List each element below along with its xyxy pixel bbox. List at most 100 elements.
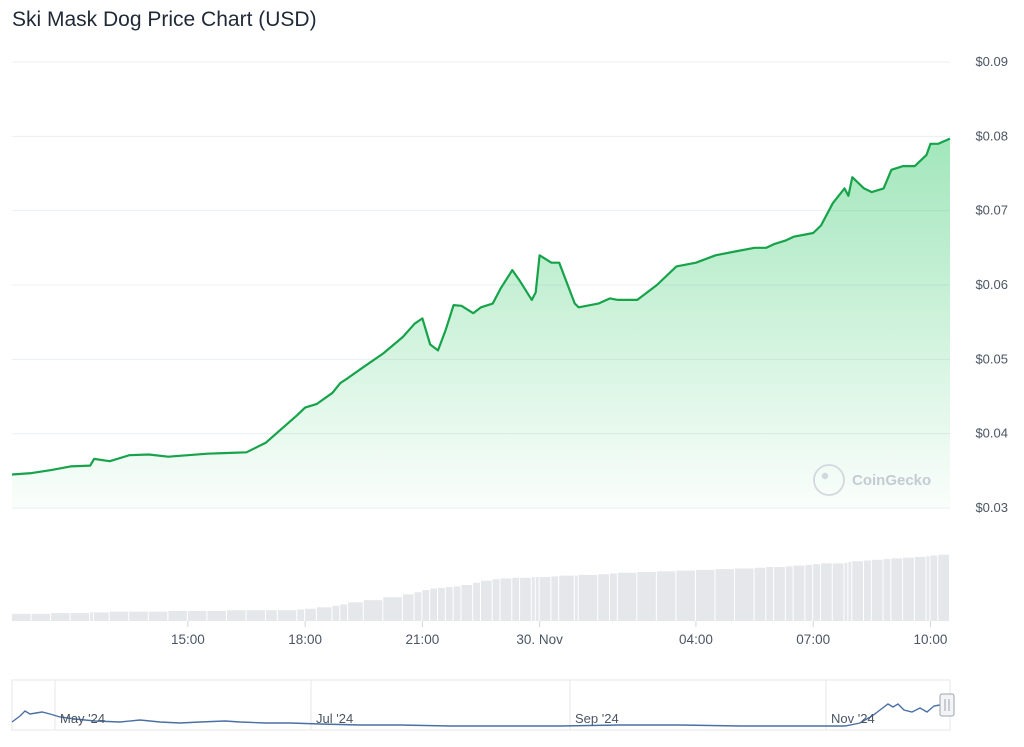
navigator-tick-label: Sep '24 <box>575 711 619 726</box>
volume-bar <box>656 571 676 621</box>
volume-bar <box>914 556 926 621</box>
volume-bar <box>187 610 207 621</box>
volume-bar <box>12 613 31 621</box>
volume-bar <box>383 597 402 621</box>
volume-bar <box>438 587 445 621</box>
volume-bar <box>821 563 832 621</box>
volume-bar <box>348 602 363 621</box>
volume-bar <box>676 570 695 621</box>
x-tick-label: 07:00 <box>796 632 830 647</box>
volume-bar <box>90 612 94 621</box>
navigator-line <box>11 701 949 727</box>
navigator-tick-label: Jul '24 <box>316 711 353 726</box>
y-tick-label: $0.09 <box>975 54 1008 69</box>
volume-bar <box>277 610 297 621</box>
volume-bar <box>871 559 883 621</box>
volume-bar <box>852 561 864 621</box>
volume-bar <box>774 567 785 621</box>
volume-bar <box>848 561 852 621</box>
volume-bar <box>129 611 148 621</box>
navigator-tick-label: May '24 <box>60 711 105 726</box>
x-tick-label: 15:00 <box>171 632 205 647</box>
x-axis: 15:00 18:00 21:00 30. Nov 04:00 07:00 10:00 <box>171 621 947 647</box>
price-area <box>12 138 950 508</box>
price-line <box>11 137 951 476</box>
volume-bar <box>864 560 871 621</box>
y-axis: $0.09 $0.08 $0.07 $0.06 $0.05 $0.04 $0.03 <box>975 54 1008 515</box>
coingecko-watermark: CoinGecko <box>813 464 931 496</box>
volume-bar <box>226 610 246 621</box>
volume-bar <box>531 577 535 621</box>
y-tick-label: $0.08 <box>975 128 1008 143</box>
volume-bar <box>938 554 949 621</box>
volume-bar <box>883 559 891 621</box>
volume-bar <box>168 610 187 621</box>
volume-bar <box>422 590 430 621</box>
volume-bar <box>500 578 512 621</box>
volume-bar <box>461 585 473 621</box>
volume-bar <box>340 604 348 621</box>
navigator-handle[interactable] <box>939 693 955 717</box>
volume-bar <box>926 556 930 621</box>
range-navigator[interactable]: May '24 Jul '24 Sep '24 Nov '24 <box>11 679 955 731</box>
volume-bar <box>51 613 70 621</box>
volume-bar <box>695 569 715 621</box>
volume-bar <box>637 572 656 621</box>
volume-bar <box>70 613 90 621</box>
volume-bar <box>930 555 938 621</box>
volume-bar <box>414 592 422 621</box>
volume-bar <box>715 569 735 621</box>
volume-bar <box>207 610 226 621</box>
volume-bar <box>246 610 266 621</box>
volume-bar <box>617 572 637 621</box>
volume-bar <box>148 611 168 621</box>
volume-bar <box>473 582 480 621</box>
navigator-tick-label: Nov '24 <box>831 711 875 726</box>
y-tick-label: $0.06 <box>975 277 1008 292</box>
volume-bar <box>551 576 559 621</box>
volume-bar <box>430 588 438 621</box>
volume-bar <box>793 565 805 621</box>
volume-bar <box>363 600 383 621</box>
volume-bar <box>512 577 520 621</box>
volume-bar <box>520 577 531 621</box>
y-tick-label: $0.07 <box>975 203 1008 218</box>
volume-bar <box>735 568 754 621</box>
volume-bar <box>535 577 539 621</box>
x-tick-label: 21:00 <box>405 632 439 647</box>
volume-bar <box>94 612 109 621</box>
volume-bar <box>305 608 316 621</box>
volume-bar <box>31 613 51 621</box>
volume-bar <box>609 573 617 621</box>
x-tick-label: 18:00 <box>288 632 322 647</box>
volume-bar <box>805 564 813 621</box>
volume-bar <box>598 574 609 621</box>
volume-bar <box>766 567 774 621</box>
volume-bar <box>481 580 492 621</box>
watermark-text: CoinGecko <box>852 472 931 489</box>
volume-bar <box>316 607 332 621</box>
volume-bar <box>903 557 914 621</box>
x-tick-label: 04:00 <box>679 632 713 647</box>
volume-bar <box>813 564 821 621</box>
volume-bar <box>492 579 500 621</box>
chart-title: Ski Mask Dog Price Chart (USD) <box>12 8 317 31</box>
x-tick-label: 30. Nov <box>516 632 563 647</box>
volume-bar <box>402 594 414 621</box>
y-tick-label: $0.05 <box>975 351 1008 366</box>
volume-bar <box>297 609 305 621</box>
navigator-axis: May '24 Jul '24 Sep '24 Nov '24 <box>60 711 875 726</box>
volume-bar <box>559 575 574 621</box>
volume-bars <box>12 554 949 621</box>
y-tick-label: $0.04 <box>975 426 1008 441</box>
gecko-logo-icon <box>813 464 845 496</box>
volume-bar <box>332 605 340 621</box>
x-tick-label: 10:00 <box>914 632 948 647</box>
volume-bar <box>891 558 903 621</box>
volume-bar <box>445 587 453 621</box>
volume-bar <box>578 574 598 621</box>
y-tick-label: $0.03 <box>975 500 1008 515</box>
volume-bar <box>453 586 461 621</box>
volume-bar <box>832 563 844 621</box>
